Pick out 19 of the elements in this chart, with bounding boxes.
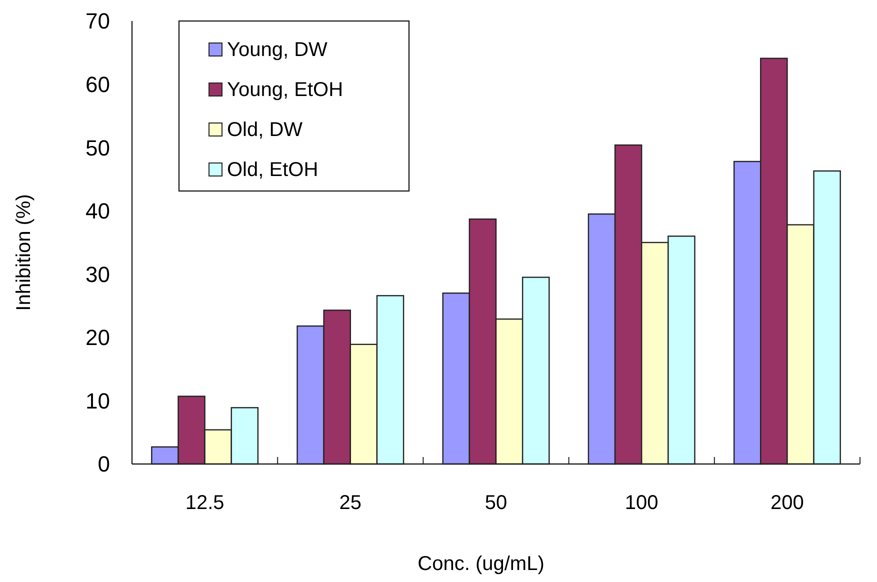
legend-label: Old, EtOH <box>227 159 318 181</box>
legend-label: Young, DW <box>227 39 328 61</box>
legend-label: Young, EtOH <box>227 79 344 101</box>
x-axis-title: Conc. (ug/mL) <box>418 553 544 575</box>
y-tick-label: 20 <box>86 325 110 350</box>
legend-label: Old, DW <box>227 119 303 141</box>
x-tick-label: 50 <box>484 492 508 514</box>
y-tick-label: 60 <box>86 72 110 97</box>
y-axis-title: Inhibition (%) <box>13 194 35 311</box>
x-tick-label: 25 <box>339 492 362 514</box>
y-tick-label: 30 <box>86 262 110 287</box>
y-tick-label: 10 <box>86 388 110 414</box>
y-tick-label: 40 <box>86 198 110 224</box>
y-tick-label: 50 <box>86 135 110 160</box>
x-tick-label: 100 <box>624 492 658 514</box>
y-tick-label: 70 <box>86 8 110 34</box>
x-tick-label: 12.5 <box>185 492 224 514</box>
x-tick-label: 200 <box>770 492 804 514</box>
y-tick-label: 0 <box>98 452 110 477</box>
